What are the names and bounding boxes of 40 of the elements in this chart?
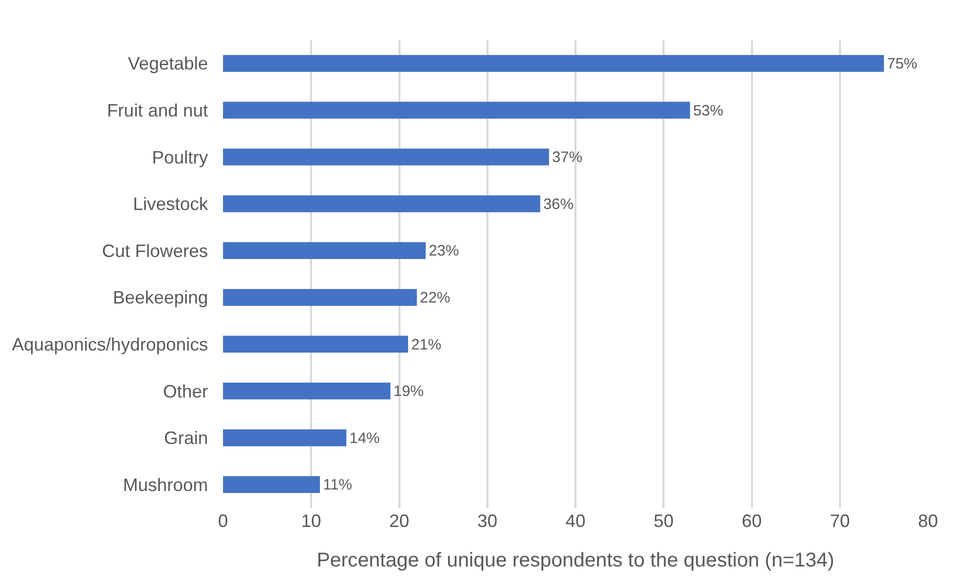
y-tick-label: Livestock [132,194,209,214]
data-label: 21% [411,336,442,354]
y-tick-label: Beekeeping [112,288,208,308]
x-tick-label: 80 [918,511,938,531]
y-tick-label: Cut Floweres [102,240,208,261]
y-tick-label: Grain [164,428,208,448]
x-tick-label: 10 [301,511,322,531]
data-label: 11% [322,476,352,494]
data-label: 36% [543,196,574,213]
bar [223,429,346,446]
bar [223,382,390,400]
bar [223,288,417,306]
data-label: 75% [886,55,918,72]
x-tick-label: 40 [565,511,586,531]
data-label: 53% [693,102,724,120]
y-tick-label: Vegetable [128,54,208,74]
x-tick-label: 0 [218,511,228,531]
data-label: 23% [428,242,460,260]
data-label: 19% [393,383,424,400]
data-label: 22% [420,289,450,306]
y-tick-label: Other [162,381,208,402]
x-tick-label: 70 [830,511,850,531]
bar [223,476,320,494]
bar [223,195,540,212]
data-label: 14% [349,430,380,447]
y-tick-label: Fruit and nut [106,100,208,120]
x-axis-title: Percentage of unique respondents to the question (n=134) [316,550,834,572]
y-tick-label: Poultry [152,147,208,168]
x-tick-label: 50 [654,511,674,531]
bar [223,54,884,72]
x-tick-label: 60 [742,511,762,531]
y-tick-label: Mushroom [122,474,208,495]
bar [223,102,690,119]
bar [223,148,550,166]
bar [223,336,408,353]
x-tick-label: 20 [389,511,410,531]
bar [223,242,426,260]
x-tick-label: 30 [477,511,498,531]
y-tick-label: Aquaponics/hydroponics [12,334,208,354]
data-label: 37% [552,149,582,166]
